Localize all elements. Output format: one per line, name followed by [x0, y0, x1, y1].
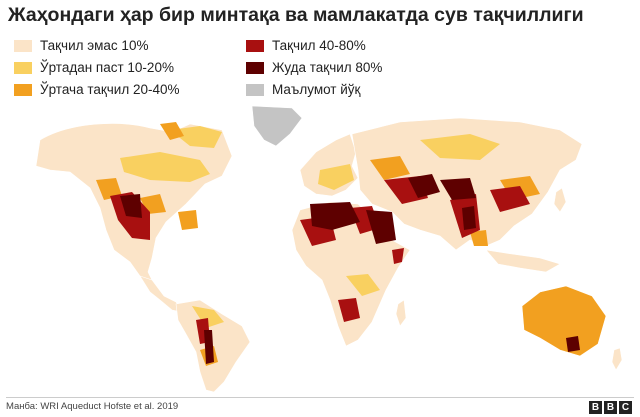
australia — [521, 285, 607, 357]
bbc-logo-letter: B — [604, 401, 617, 414]
bbc-logo-letter: B — [589, 401, 602, 414]
legend-swatch — [246, 40, 264, 52]
world-water-stress-map — [35, 105, 623, 393]
legend-label: Жуда тақчил 80% — [272, 60, 383, 75]
bbc-logo-letter: C — [619, 401, 632, 414]
land-base — [35, 105, 623, 393]
legend-swatch — [246, 84, 264, 96]
legend-label: Ўртадан паст 10-20% — [40, 60, 174, 75]
greenland — [251, 105, 303, 147]
new-zealand — [611, 347, 623, 371]
legend-label: Маълумот йўқ — [272, 82, 361, 97]
stress-yellow-regions — [120, 126, 500, 328]
legend-swatch — [14, 62, 32, 74]
footer-divider — [6, 397, 634, 398]
southeast-asia-islands — [485, 249, 561, 273]
legend-swatch — [14, 40, 32, 52]
japan — [553, 187, 567, 213]
bbc-logo: B B C — [589, 401, 632, 414]
stress-orange-regions — [96, 122, 540, 366]
madagascar — [395, 299, 407, 327]
source-note: Манба: WRI Aqueduct Hofste et al. 2019 — [6, 401, 179, 412]
legend-label: Тақчил эмас 10% — [40, 38, 149, 53]
legend-swatch — [14, 84, 32, 96]
stress-darkred-regions — [120, 174, 580, 364]
map-title: Жаҳондаги ҳар бир минтақа ва мамлакатда … — [8, 4, 584, 26]
legend-swatch — [246, 62, 264, 74]
legend-label: Тақчил 40-80% — [272, 38, 366, 53]
legend-label: Ўртача тақчил 20-40% — [40, 82, 180, 97]
central-america — [139, 275, 183, 313]
